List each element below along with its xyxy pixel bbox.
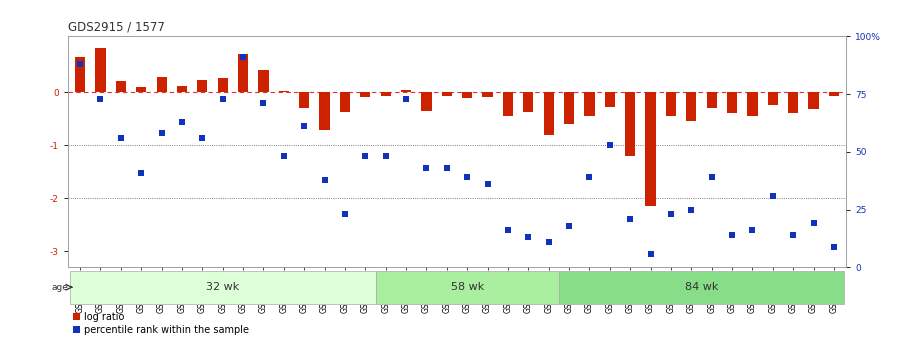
Bar: [645, 92, 656, 206]
Bar: [376, 271, 559, 304]
Point: [663, 211, 678, 217]
Bar: [788, 92, 798, 113]
Bar: [442, 92, 452, 96]
Text: GDS2915 / 1577: GDS2915 / 1577: [68, 21, 165, 34]
Point: [521, 235, 536, 240]
Bar: [197, 80, 207, 92]
Bar: [503, 92, 513, 116]
Point: [766, 193, 780, 198]
Point: [93, 96, 108, 101]
Point: [745, 228, 759, 233]
Bar: [422, 92, 432, 111]
Text: 58 wk: 58 wk: [451, 282, 484, 292]
Bar: [686, 92, 697, 121]
Point: [155, 130, 169, 136]
Point: [704, 175, 719, 180]
Point: [684, 207, 699, 212]
Point: [786, 232, 800, 238]
Point: [460, 175, 474, 180]
Point: [725, 232, 739, 238]
Bar: [523, 92, 533, 112]
Point: [318, 177, 332, 182]
Point: [114, 135, 129, 141]
Bar: [559, 271, 844, 304]
Point: [297, 124, 311, 129]
Bar: [360, 92, 370, 97]
Bar: [482, 92, 492, 97]
Bar: [544, 92, 554, 135]
Point: [175, 119, 189, 125]
Point: [623, 216, 637, 221]
Bar: [340, 92, 350, 112]
Point: [481, 181, 495, 187]
Bar: [279, 91, 289, 92]
Text: 84 wk: 84 wk: [685, 282, 719, 292]
Point: [338, 211, 352, 217]
Bar: [808, 92, 819, 109]
Bar: [136, 87, 147, 92]
Bar: [116, 81, 126, 92]
Bar: [401, 90, 411, 92]
Point: [195, 135, 210, 141]
Bar: [585, 92, 595, 116]
Bar: [564, 92, 574, 124]
Point: [826, 244, 841, 249]
Bar: [300, 92, 310, 108]
Point: [73, 61, 88, 67]
Bar: [829, 92, 839, 96]
Bar: [70, 271, 376, 304]
Point: [236, 54, 251, 60]
Point: [277, 154, 291, 159]
Point: [806, 221, 821, 226]
Bar: [238, 54, 248, 92]
Point: [440, 165, 454, 171]
Point: [500, 228, 515, 233]
Point: [541, 239, 556, 245]
Legend: log ratio, percentile rank within the sample: log ratio, percentile rank within the sa…: [72, 312, 250, 335]
Point: [643, 251, 658, 256]
Point: [358, 154, 373, 159]
Bar: [319, 92, 329, 130]
Point: [399, 96, 414, 101]
Bar: [157, 77, 167, 92]
Point: [419, 165, 433, 171]
Bar: [176, 86, 187, 92]
Bar: [666, 92, 676, 116]
Text: age: age: [52, 283, 68, 292]
Bar: [748, 92, 757, 116]
Bar: [625, 92, 635, 156]
Bar: [75, 58, 85, 92]
Bar: [217, 78, 228, 92]
Point: [603, 142, 617, 148]
Point: [134, 170, 148, 175]
Bar: [707, 92, 717, 108]
Bar: [767, 92, 778, 105]
Point: [562, 223, 576, 228]
Bar: [727, 92, 738, 113]
Bar: [95, 48, 106, 92]
Bar: [605, 92, 614, 107]
Bar: [258, 70, 269, 92]
Bar: [462, 92, 472, 98]
Point: [582, 175, 596, 180]
Point: [215, 96, 230, 101]
Point: [378, 154, 393, 159]
Point: [256, 100, 271, 106]
Text: 32 wk: 32 wk: [206, 282, 239, 292]
Bar: [381, 92, 391, 96]
